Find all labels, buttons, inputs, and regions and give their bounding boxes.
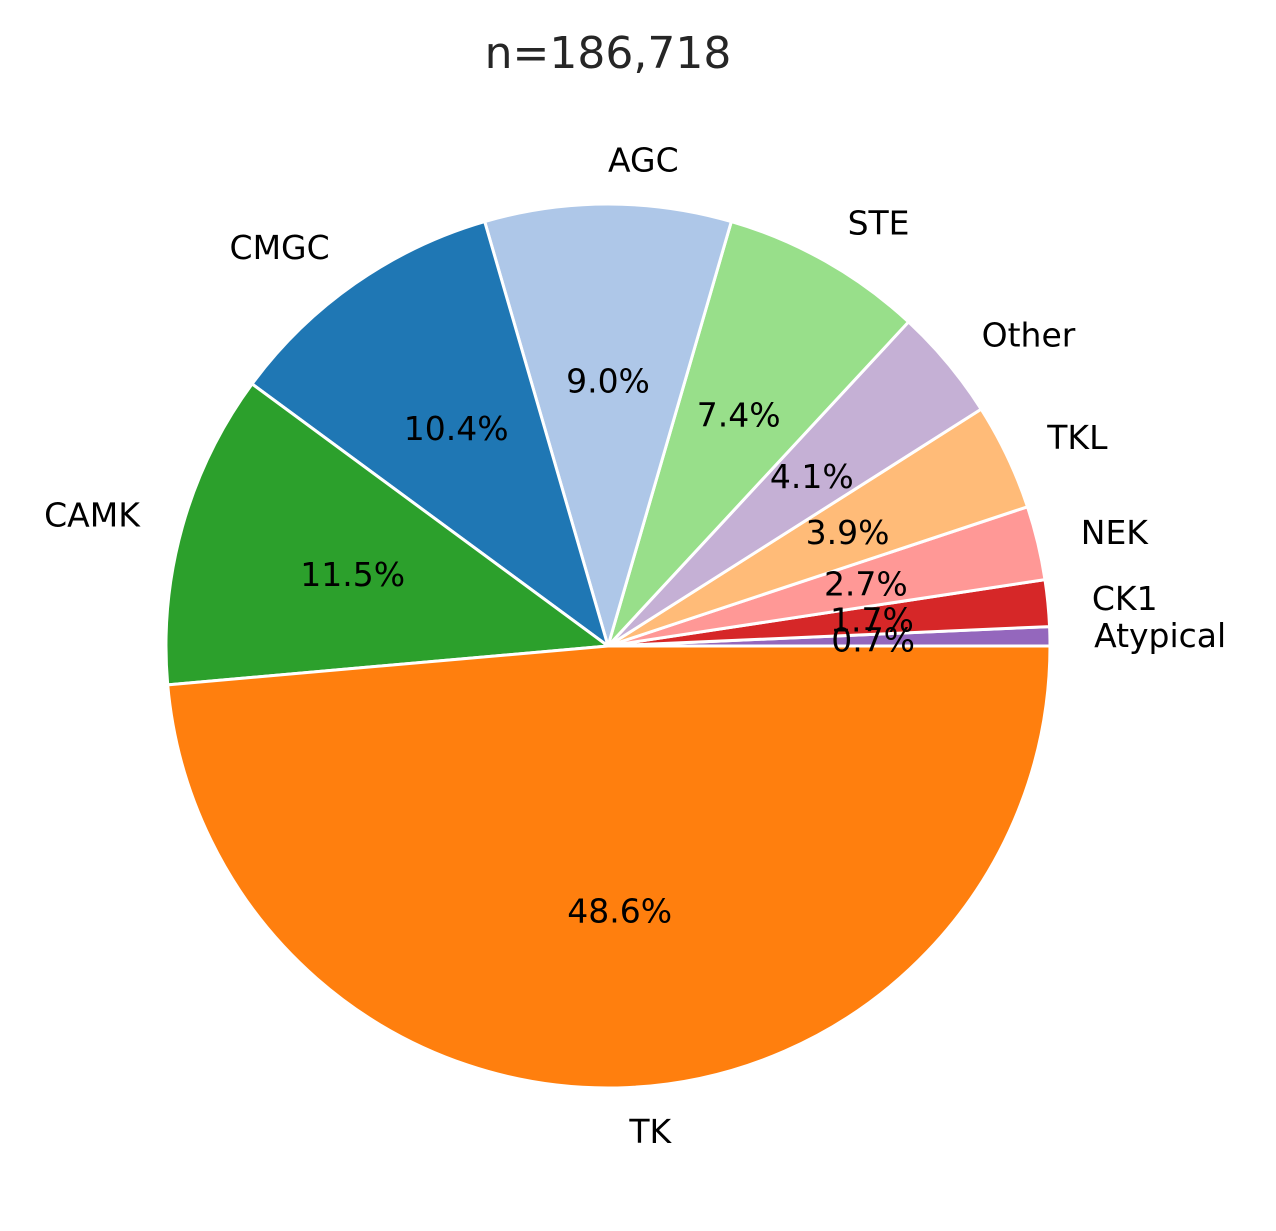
pie-slice-tk: [166, 644, 1052, 1090]
slice-label-other: Other: [982, 315, 1076, 354]
slice-label-camk: CAMK: [44, 495, 141, 534]
pie-slices: [164, 202, 1052, 1090]
percentage-labels: 0.7%1.7%2.7% 3.9% 4.1% 7.4% 9.0% 10.4% 11.5% 48…: [300, 361, 915, 930]
pct-label-nek: 2.7%: [824, 565, 908, 604]
slice-label-agc: AGC: [608, 140, 679, 179]
pie-slice-ste: [606, 220, 911, 648]
pct-label-agc: 9.0%: [566, 361, 650, 400]
chart-title: n=186,718: [485, 28, 732, 79]
slice-label-tk: TK: [628, 1112, 672, 1151]
pct-label-tkl: 3.9%: [806, 513, 890, 552]
slice-label-nek: NEK: [1081, 513, 1150, 552]
pct-label-atypical: 0.7%: [831, 621, 915, 660]
pie-slice-cmgc: [250, 220, 610, 648]
slice-label-cmgc: CMGC: [230, 228, 330, 267]
pct-label-ck1: 1.7%: [830, 601, 914, 640]
pie-slice-camk: [164, 382, 610, 687]
pct-label-other: 4.1%: [770, 457, 854, 496]
slice-label-atypical: Atypical: [1094, 616, 1226, 655]
slice-label-ste: STE: [848, 203, 910, 242]
pct-label-ste: 7.4%: [697, 396, 781, 435]
pie-slice-agc: [483, 202, 733, 648]
pct-label-tk: 48.6%: [567, 891, 672, 930]
slice-label-ck1: CK1: [1092, 579, 1158, 618]
pct-label-camk: 11.5%: [300, 555, 405, 594]
slice-label-tkl: TKL: [1046, 418, 1108, 457]
pct-label-cmgc: 10.4%: [404, 409, 509, 448]
